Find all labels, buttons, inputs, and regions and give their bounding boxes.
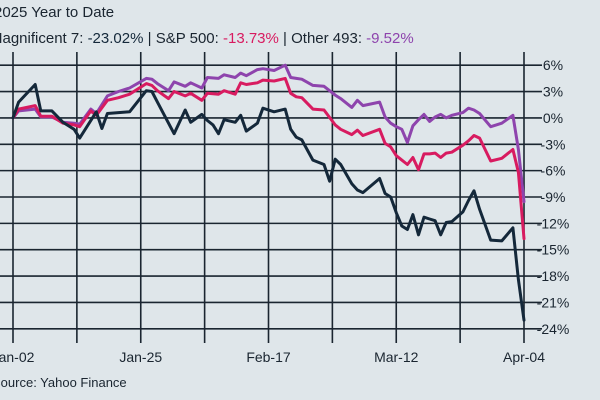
legend-value-other-493: -9.52%	[366, 30, 414, 47]
y-tick-label: 0%	[543, 110, 563, 126]
legend-separator: |	[283, 30, 292, 47]
x-tick-label: Mar-12	[374, 349, 419, 365]
x-tick-label: Feb-17	[246, 349, 291, 365]
y-tick-label: -3%	[541, 136, 566, 152]
legend-label-sp500: S&P 500	[155, 30, 215, 47]
x-tick-label: Jan-25	[119, 349, 162, 365]
legend-label-other-493: Other 493	[291, 30, 358, 47]
chart-title: 2025 Year to Date	[0, 4, 115, 21]
series-line-sp500	[11, 76, 526, 241]
x-tick-label: Apr-04	[503, 349, 545, 365]
legend-item-other-493: Other 493: -9.52%	[291, 30, 414, 47]
series-layer	[11, 63, 526, 322]
legend-item-sp500: S&P 500: -13.73%	[155, 30, 279, 47]
y-tick-label: 3%	[543, 84, 563, 100]
legend-value-magnificent-7: -23.02%	[87, 30, 144, 47]
series-line-magnificent-7	[11, 83, 526, 322]
y-tick-label: -18%	[537, 268, 570, 284]
grid-layer	[0, 52, 542, 343]
series-line-other-493	[11, 63, 526, 204]
y-tick-label: -21%	[537, 294, 570, 310]
legend-value-sp500: -13.73%	[222, 30, 279, 47]
chart-legend: Magnificent 7: -23.02% | S&P 500: -13.73…	[0, 30, 414, 47]
legend-item-magnificent-7: Magnificent 7: -23.02%	[0, 30, 143, 47]
y-tick-label: -24%	[537, 321, 570, 337]
tick-layer: 6% 3% 0% -3% -6% -9% -12% -15% -18% -21% -24% Jan-0…	[0, 57, 569, 365]
legend-separator: |	[147, 30, 156, 47]
y-tick-label: -12%	[537, 215, 570, 231]
y-tick-label: 6%	[543, 57, 563, 73]
y-tick-label: -15%	[537, 242, 570, 258]
legend-label-magnificent-7: Magnificent 7	[0, 30, 80, 47]
y-tick-label: -6%	[541, 163, 566, 179]
y-tick-label: -9%	[541, 189, 566, 205]
chart-source: Source: Yahoo Finance	[0, 375, 127, 390]
x-tick-label: Jan-02	[0, 349, 35, 365]
